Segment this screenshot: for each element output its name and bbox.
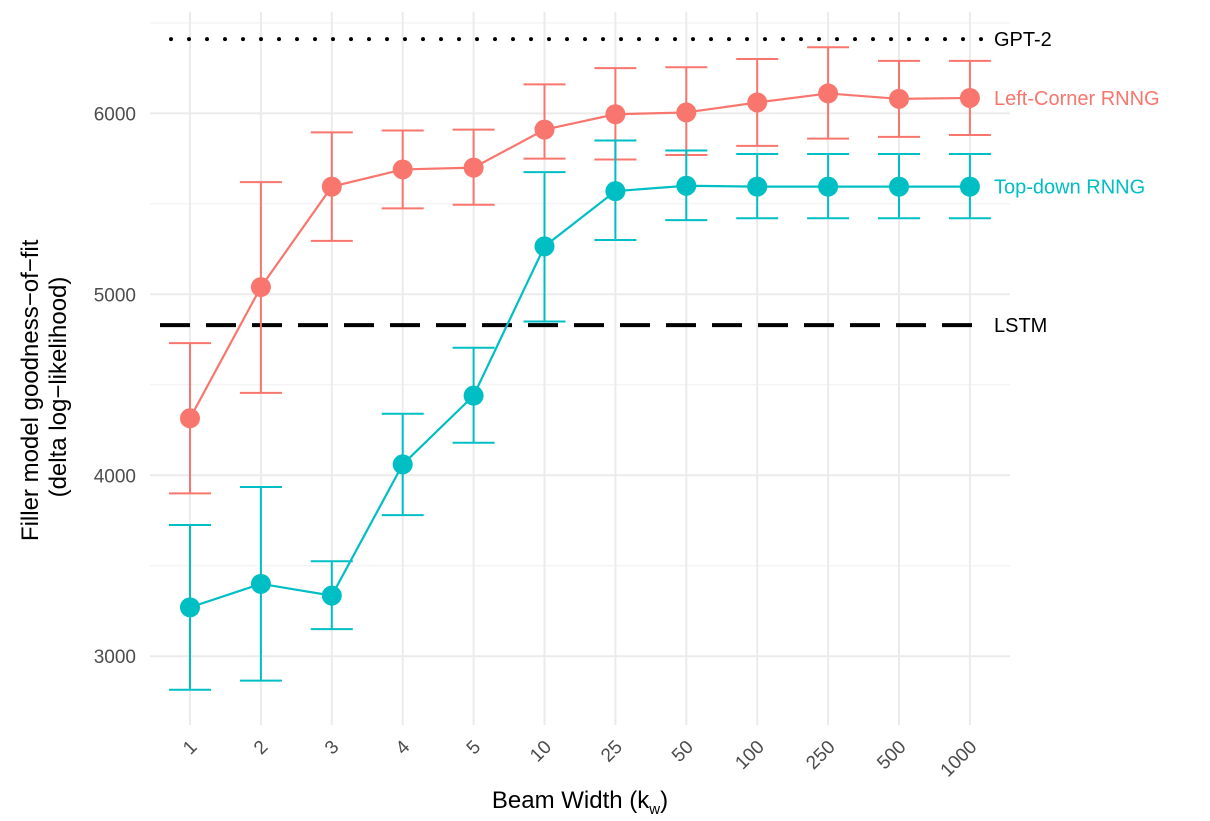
x-tick-label: 50 [668, 737, 698, 767]
x-tick-label: 25 [597, 737, 627, 767]
data-point [250, 277, 271, 298]
grid [150, 12, 1010, 725]
data-point [605, 104, 626, 125]
annotations: GPT-2 LSTM Left-Corner RNNG Top-down RNNG [994, 29, 1160, 337]
y-tick-label: 6000 [94, 104, 136, 125]
x-tick-label: 250 [802, 737, 839, 774]
data-point [676, 102, 697, 123]
data-point [321, 176, 342, 197]
series-label-top-down-rnng: Top-down RNNG [994, 177, 1145, 199]
data-point [180, 597, 200, 618]
y-tick-label: 3000 [94, 647, 136, 668]
x-tick-label: 3 [321, 737, 343, 759]
data-point [392, 159, 413, 180]
y-tick-label: 5000 [94, 285, 136, 306]
series-line [189, 184, 970, 609]
x-axis: 1 2 3 4 5 10 25 50 100 250 500 1000 [179, 736, 981, 781]
data-point [959, 176, 980, 197]
x-tick-label: 1 [179, 737, 201, 759]
x-tick-label: 100 [731, 737, 768, 774]
x-tick-label: 1000 [937, 737, 982, 782]
reference-label-gpt-2: GPT-2 [994, 29, 1052, 51]
x-tick-label: 10 [526, 737, 556, 767]
data-point [747, 176, 768, 197]
x-axis-title: Beam Width (kw) [492, 787, 668, 818]
series-top-down-rnng [169, 139, 991, 691]
data-point [959, 87, 980, 108]
data-point [889, 176, 909, 197]
data-point [534, 119, 555, 140]
data-point [250, 573, 271, 594]
y-tick-label: 4000 [94, 466, 136, 487]
x-tick-label: 4 [392, 736, 415, 759]
data-point [676, 175, 697, 196]
data-point [321, 585, 342, 606]
data-point [747, 92, 768, 113]
data-point [889, 88, 909, 109]
series-label-left-corner-rnng: Left-Corner RNNG [994, 88, 1160, 110]
data-point [463, 385, 484, 406]
x-tick-label: 5 [463, 737, 485, 759]
data-point [392, 454, 413, 475]
data-point [463, 157, 484, 178]
data-point [534, 236, 555, 257]
data-point [180, 408, 200, 429]
series-left-corner-rnng [169, 46, 991, 495]
reference-lines [160, 37, 987, 328]
reference-label-lstm: LSTM [994, 315, 1047, 337]
data-point [605, 181, 626, 202]
y-axis-title-line2: (delta log−likelihood) [45, 277, 72, 498]
data-point [818, 176, 839, 197]
x-tick-label: 2 [250, 737, 272, 759]
y-axis: 3000 4000 5000 6000 [94, 104, 136, 668]
y-axis-title-line1: Filler model goodness−of−fit [17, 239, 44, 541]
data-point [818, 83, 839, 104]
series-line [189, 92, 970, 419]
y-axis-title: Filler model goodness−of−fit (delta log−… [17, 233, 72, 541]
x-tick-label: 500 [873, 737, 910, 774]
series-layer [169, 46, 991, 691]
